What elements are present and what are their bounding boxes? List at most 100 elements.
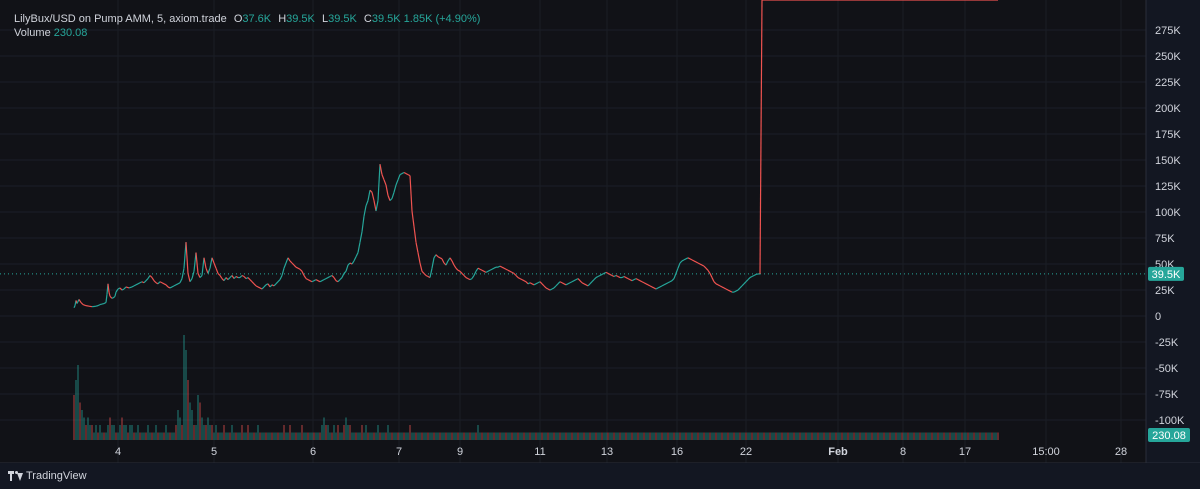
price-segment xyxy=(689,258,693,261)
volume-bar xyxy=(997,432,999,440)
price-segment xyxy=(245,277,249,280)
price-segment xyxy=(279,275,283,280)
price-segment xyxy=(467,278,471,281)
price-segment xyxy=(649,285,653,288)
volume-bar xyxy=(701,432,703,440)
price-segment xyxy=(271,284,275,287)
volume-bar xyxy=(259,432,261,440)
price-segment xyxy=(625,277,629,280)
volume-bar xyxy=(959,432,961,440)
price-segment xyxy=(483,270,487,273)
price-segment xyxy=(323,278,327,281)
volume-bar xyxy=(117,432,119,440)
plot-area[interactable] xyxy=(0,0,1146,463)
volume-row: Volume 230.08 xyxy=(14,26,480,40)
volume-bar xyxy=(671,432,673,440)
volume-bar xyxy=(945,432,947,440)
volume-bar xyxy=(405,432,407,440)
volume-bar xyxy=(481,432,483,440)
price-segment xyxy=(369,189,373,193)
price-segment xyxy=(459,270,463,274)
price-segment xyxy=(485,270,489,273)
price-segment xyxy=(551,287,555,290)
tradingview-logo[interactable]: TradingView xyxy=(8,470,87,482)
volume-bar xyxy=(925,432,927,440)
price-segment xyxy=(647,284,651,287)
volume-bar xyxy=(131,425,133,440)
volume-bar xyxy=(327,425,329,440)
price-segment xyxy=(553,285,557,289)
price-segment xyxy=(479,268,483,271)
volume-bar xyxy=(345,417,347,440)
volume-bar xyxy=(383,432,385,440)
price-segment xyxy=(503,267,507,270)
price-segment xyxy=(617,275,621,279)
volume-bar xyxy=(489,432,491,440)
volume-bar xyxy=(195,425,197,440)
volume-bar xyxy=(743,432,745,440)
price-segment xyxy=(725,288,729,291)
volume-bar xyxy=(657,432,659,440)
volume-bar xyxy=(427,432,429,440)
price-segment xyxy=(329,274,333,278)
price-segment xyxy=(211,257,215,264)
price-axis[interactable] xyxy=(1146,0,1200,463)
price-segment xyxy=(347,262,351,266)
volume-bar xyxy=(459,432,461,440)
price-segment xyxy=(633,278,637,281)
volume-bar xyxy=(709,432,711,440)
price-segment xyxy=(513,272,517,276)
volume-bar xyxy=(801,432,803,440)
volume-bar xyxy=(207,417,209,440)
price-segment xyxy=(569,281,573,284)
price-segment xyxy=(76,299,80,304)
volume-bar xyxy=(553,432,555,440)
price-segment xyxy=(82,304,87,307)
y-tick-label: -100K xyxy=(1155,415,1185,427)
volume-bar xyxy=(845,432,847,440)
price-segment xyxy=(163,283,167,286)
volume-bar xyxy=(687,432,689,440)
price-segment xyxy=(411,210,415,227)
price-segment xyxy=(391,192,395,199)
price-segment xyxy=(673,273,677,279)
volume-bar xyxy=(865,432,867,440)
price-segment xyxy=(537,281,541,284)
price-segment xyxy=(589,281,593,285)
volume-bar xyxy=(243,432,245,440)
volume-bar xyxy=(649,432,651,440)
volume-bar xyxy=(777,432,779,440)
volume-bar xyxy=(121,417,123,440)
price-segment xyxy=(183,242,187,269)
price-segment xyxy=(499,265,503,268)
volume-bar xyxy=(915,432,917,440)
price-segment xyxy=(723,287,727,290)
volume-bar xyxy=(235,432,237,440)
price-segment xyxy=(185,242,189,274)
volume-bar xyxy=(227,432,229,440)
volume-bar xyxy=(477,425,479,440)
price-segment xyxy=(297,267,301,270)
volume-bar xyxy=(391,432,393,440)
chart-legend: LilyBux/USD on Pump AMM, 5, axiom.trade … xyxy=(14,12,480,40)
volume-bar xyxy=(883,432,885,440)
price-segment xyxy=(687,257,691,260)
price-segment xyxy=(175,283,179,286)
price-segment xyxy=(741,283,745,287)
price-segment xyxy=(233,276,237,280)
volume-bar xyxy=(429,432,431,440)
price-segment xyxy=(489,268,493,271)
volume-bar xyxy=(135,432,137,440)
price-segment xyxy=(623,275,627,279)
volume-bar xyxy=(975,432,977,440)
price-segment xyxy=(137,282,141,285)
volume-bar xyxy=(165,425,167,440)
volume-bar xyxy=(453,432,455,440)
price-segment xyxy=(711,277,715,282)
price-segment xyxy=(637,279,641,282)
volume-bar xyxy=(913,432,915,440)
volume-bar xyxy=(727,432,729,440)
x-tick-label: 6 xyxy=(310,446,316,458)
volume-bar xyxy=(359,432,361,440)
price-segment xyxy=(567,282,571,285)
